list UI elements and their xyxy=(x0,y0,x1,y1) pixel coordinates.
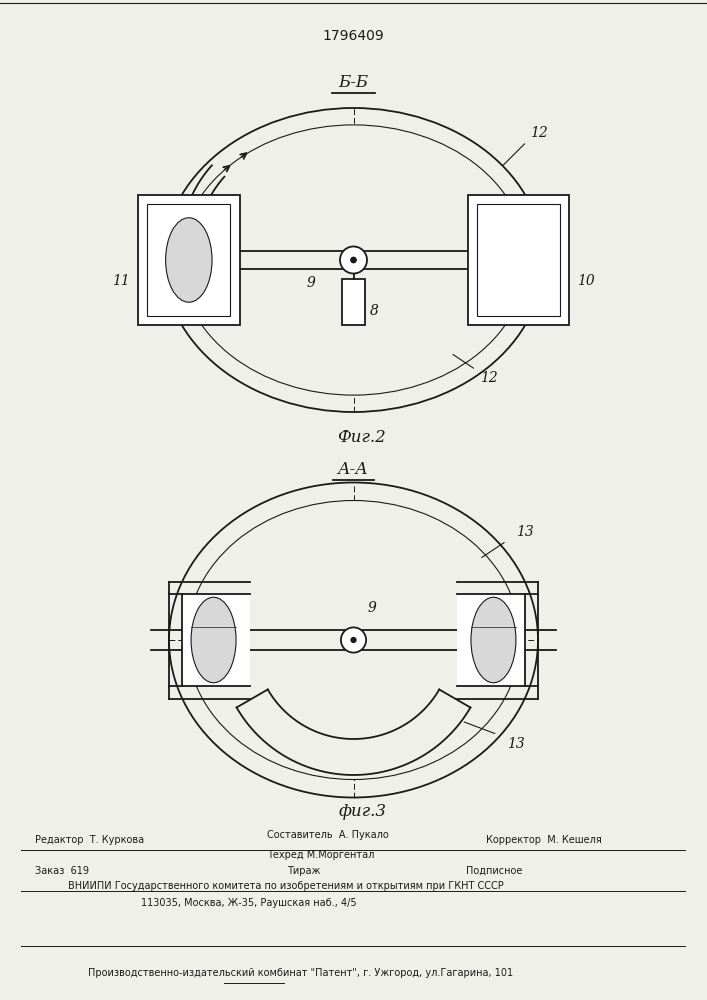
Circle shape xyxy=(340,246,367,274)
Circle shape xyxy=(341,627,366,653)
Bar xyxy=(467,195,569,325)
Text: 9: 9 xyxy=(307,276,316,290)
Text: Фиг.2: Фиг.2 xyxy=(337,429,386,446)
Ellipse shape xyxy=(165,218,212,302)
Ellipse shape xyxy=(187,500,520,780)
Ellipse shape xyxy=(471,597,516,683)
Circle shape xyxy=(350,257,357,263)
Text: Составитель  А. Пукало: Составитель А. Пукало xyxy=(267,830,389,840)
Text: Тираж: Тираж xyxy=(287,866,320,876)
Text: 12: 12 xyxy=(480,371,498,385)
Ellipse shape xyxy=(180,125,527,395)
Bar xyxy=(182,594,250,686)
Text: ВНИИПИ Государственного комитета по изобретениям и открытиям при ГКНТ СССР: ВНИИПИ Государственного комитета по изоб… xyxy=(68,881,503,891)
Circle shape xyxy=(351,637,356,643)
Text: Корректор  М. Кешеля: Корректор М. Кешеля xyxy=(486,835,602,845)
Text: 10: 10 xyxy=(577,274,595,288)
Ellipse shape xyxy=(191,597,236,683)
Text: Производственно-издательский комбинат "Патент", г. Ужгород, ул.Гагарина, 101: Производственно-издательский комбинат "П… xyxy=(88,968,513,978)
Text: Б-Б: Б-Б xyxy=(339,74,368,91)
Text: Заказ  619: Заказ 619 xyxy=(35,866,88,876)
Text: 13: 13 xyxy=(515,525,533,539)
Text: 12: 12 xyxy=(530,126,548,140)
Bar xyxy=(148,204,230,316)
Text: Редактор  Т. Куркова: Редактор Т. Куркова xyxy=(35,835,144,845)
Text: Подписное: Подписное xyxy=(467,866,523,876)
Text: А-А: А-А xyxy=(338,460,369,478)
Text: 13: 13 xyxy=(507,736,525,750)
Text: Техред М.Моргентал: Техред М.Моргентал xyxy=(267,850,375,860)
Text: 1796409: 1796409 xyxy=(322,29,385,43)
Bar xyxy=(138,195,240,325)
Text: 8: 8 xyxy=(370,304,379,318)
Bar xyxy=(341,279,366,325)
Text: 9: 9 xyxy=(367,601,376,615)
Text: 113035, Москва, Ж-35, Раушская наб., 4/5: 113035, Москва, Ж-35, Раушская наб., 4/5 xyxy=(141,898,356,908)
Text: 11: 11 xyxy=(112,274,130,288)
Bar xyxy=(477,204,559,316)
Text: фиг.3: фиг.3 xyxy=(339,802,387,820)
Bar xyxy=(457,594,525,686)
